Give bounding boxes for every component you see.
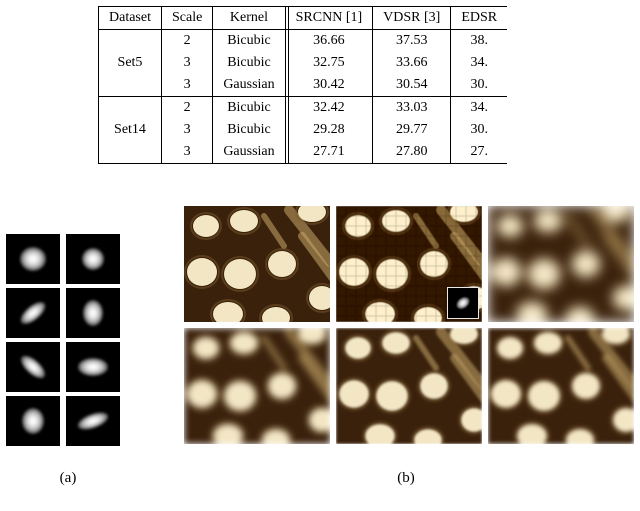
cell-vdsr: 27.80 — [373, 141, 451, 164]
cell-scale: 3 — [161, 52, 212, 74]
cell-edsr: 38. — [451, 30, 507, 53]
figure-b-grid — [184, 206, 634, 444]
cell-srcnn: 32.75 — [285, 52, 373, 74]
figure-b-patch — [488, 206, 634, 322]
cell-vdsr: 29.77 — [373, 119, 451, 141]
cell-scale: 2 — [161, 97, 212, 120]
kernel-thumb — [66, 234, 120, 284]
figure-b-caption: (b) — [386, 470, 426, 487]
figure-b-patch — [336, 206, 482, 322]
cell-srcnn: 36.66 — [285, 30, 373, 53]
cell-edsr: 34. — [451, 97, 507, 120]
kernel-thumb — [66, 396, 120, 446]
table-row: Set14 2 Bicubic 32.42 33.03 34. — [99, 97, 508, 120]
kernel-thumb — [6, 342, 60, 392]
table-row: Set5 2 Bicubic 36.66 37.53 38. — [99, 30, 508, 53]
cell-kernel: Gaussian — [213, 141, 285, 164]
col-scale: Scale — [161, 7, 212, 30]
cell-edsr: 34. — [451, 52, 507, 74]
kernel-thumb — [66, 288, 120, 338]
cell-scale: 3 — [161, 74, 212, 97]
col-kernel: Kernel — [213, 7, 285, 30]
cell-kernel: Bicubic — [213, 30, 285, 53]
cell-srcnn: 27.71 — [285, 141, 373, 164]
results-table: Dataset Scale Kernel SRCNN [1] VDSR [3] … — [98, 6, 507, 164]
col-edsr: EDSR — [451, 7, 507, 30]
cell-edsr: 30. — [451, 119, 507, 141]
cell-scale: 2 — [161, 30, 212, 53]
cell-vdsr: 30.54 — [373, 74, 451, 97]
figure-b-patch — [184, 206, 330, 322]
kernel-thumb — [6, 396, 60, 446]
figure-b-patch — [488, 328, 634, 444]
cell-dataset: Set5 — [99, 30, 162, 97]
cell-dataset: Set14 — [99, 97, 162, 164]
cell-edsr: 27. — [451, 141, 507, 164]
col-vdsr: VDSR [3] — [373, 7, 451, 30]
figure-a-caption: (a) — [48, 470, 88, 487]
cell-edsr: 30. — [451, 74, 507, 97]
results-table-container: Dataset Scale Kernel SRCNN [1] VDSR [3] … — [98, 6, 640, 164]
cell-scale: 3 — [161, 119, 212, 141]
cell-srcnn: 32.42 — [285, 97, 373, 120]
cell-vdsr: 33.66 — [373, 52, 451, 74]
cell-srcnn: 30.42 — [285, 74, 373, 97]
cell-vdsr: 33.03 — [373, 97, 451, 120]
figure-b — [184, 206, 634, 444]
kernel-thumb — [66, 342, 120, 392]
table-header-row: Dataset Scale Kernel SRCNN [1] VDSR [3] … — [99, 7, 508, 30]
cell-vdsr: 37.53 — [373, 30, 451, 53]
cell-kernel: Bicubic — [213, 52, 285, 74]
figure-a-grid — [6, 234, 126, 446]
cell-kernel: Gaussian — [213, 74, 285, 97]
cell-kernel: Bicubic — [213, 119, 285, 141]
cell-scale: 3 — [161, 141, 212, 164]
col-srcnn: SRCNN [1] — [285, 7, 373, 30]
figure-b-patch — [184, 328, 330, 444]
col-dataset: Dataset — [99, 7, 162, 30]
cell-srcnn: 29.28 — [285, 119, 373, 141]
figure-a — [6, 234, 126, 446]
kernel-inset — [447, 287, 479, 319]
figure-b-patch — [336, 328, 482, 444]
kernel-thumb — [6, 234, 60, 284]
kernel-thumb — [6, 288, 60, 338]
cell-kernel: Bicubic — [213, 97, 285, 120]
